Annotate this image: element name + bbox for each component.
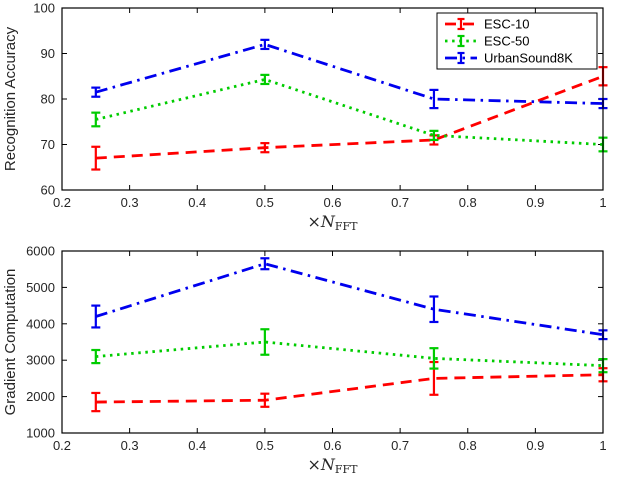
legend-label: ESC-50 xyxy=(484,34,530,49)
x-tick-label: 0.6 xyxy=(323,195,341,210)
x-tick-label: 0.9 xyxy=(526,438,544,453)
legend-item-UrbanSound8K: UrbanSound8K xyxy=(445,51,573,66)
legend-label: ESC-10 xyxy=(484,17,530,32)
y-tick-label: 1000 xyxy=(26,426,55,441)
gradient-computation-svg: 0.2 0.3 0.4 0.5 0.6 0.7 0.8 0.9 1 1000 2000 3000 400… xyxy=(2,244,608,476)
series-line-ESC-50 xyxy=(95,77,604,146)
y-tick-label: 4000 xyxy=(26,316,55,331)
y-tick-label: 3000 xyxy=(26,353,55,368)
series-line-ESC-10 xyxy=(95,74,604,160)
x-tick-label: 0.8 xyxy=(459,438,477,453)
y-axis-label: Recognition Accuracy xyxy=(2,26,19,171)
x-axis-label: ×NFFT xyxy=(307,212,358,233)
series-line-ESC-10 xyxy=(95,373,604,404)
series-ESC-50 xyxy=(91,73,608,153)
y-tick-label: 60 xyxy=(41,183,55,198)
x-tick-label: 0.8 xyxy=(459,195,477,210)
series-line-UrbanSound8K xyxy=(95,42,604,105)
x-tick-label: 0.3 xyxy=(121,438,139,453)
y-axis-label: Gradient Computation xyxy=(2,269,19,416)
x-tick-label: 0.7 xyxy=(391,195,409,210)
y-tick-label: 90 xyxy=(41,46,55,61)
y-tick-label: 2000 xyxy=(26,389,55,404)
series-UrbanSound8K xyxy=(91,38,608,110)
x-tick-label: 0.9 xyxy=(526,195,544,210)
y-tick-label: 100 xyxy=(33,1,55,16)
x-tick-label: 1 xyxy=(599,438,606,453)
x-tick-label: 0.2 xyxy=(53,438,71,453)
legend-item-ESC-50: ESC-50 xyxy=(445,34,530,49)
legend-item-ESC-10: ESC-10 xyxy=(445,17,530,32)
recognition-accuracy-chart: 0.2 0.3 0.4 0.5 0.6 0.7 0.8 0.9 1 60 70 80 90 100 ×NFF… xyxy=(2,1,608,233)
x-tick-label: 0.3 xyxy=(121,195,139,210)
gradient-computation-chart: 0.2 0.3 0.4 0.5 0.6 0.7 0.8 0.9 1 1000 2000 3000 400… xyxy=(0,243,618,486)
x-tick-label: 0.4 xyxy=(188,195,206,210)
x-tick-label: 0.5 xyxy=(256,438,274,453)
x-tick-label: 0.5 xyxy=(256,195,274,210)
y-tick-label: 80 xyxy=(41,92,55,107)
legend-label: UrbanSound8K xyxy=(484,51,573,66)
plot-border xyxy=(61,7,604,191)
recognition-accuracy-svg: 0.2 0.3 0.4 0.5 0.6 0.7 0.8 0.9 1 60 70 80 90 100 ×NFF… xyxy=(2,1,608,233)
series-line-UrbanSound8K xyxy=(95,262,604,337)
y-tick-label: 70 xyxy=(41,137,55,152)
x-tick-label: 0.7 xyxy=(391,438,409,453)
y-tick-label: 5000 xyxy=(26,280,55,295)
plot-border xyxy=(61,250,604,434)
x-axis-label: ×NFFT xyxy=(307,455,358,476)
x-tick-label: 0.4 xyxy=(188,438,206,453)
y-tick-label: 6000 xyxy=(26,244,55,259)
legend: ESC-10 ESC-50 UrbanSound8K xyxy=(436,12,598,70)
x-tick-label: 1 xyxy=(599,195,606,210)
x-tick-label: 0.6 xyxy=(323,438,341,453)
plot-area xyxy=(62,251,603,433)
x-tick-label: 0.2 xyxy=(53,195,71,210)
